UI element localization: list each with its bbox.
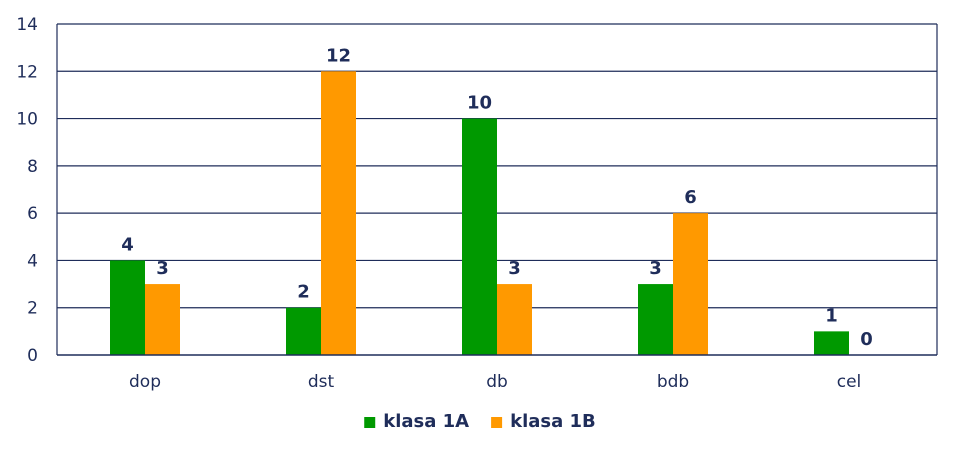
data-label: 2 <box>297 282 310 303</box>
axes <box>56 24 938 356</box>
x-tick-label: bdb <box>657 372 689 392</box>
data-label: 3 <box>156 258 169 279</box>
x-tick-label: cel <box>837 372 862 392</box>
legend-swatch <box>491 417 503 428</box>
x-tick-label: db <box>486 372 508 392</box>
y-tick-label: 2 <box>27 299 38 319</box>
bar <box>673 213 708 355</box>
legend: klasa 1A klasa 1B <box>364 411 596 432</box>
data-label: 10 <box>467 93 492 114</box>
y-tick-labels: 0 2 4 6 8 10 12 14 <box>16 15 38 366</box>
data-label: 0 <box>860 329 873 350</box>
y-tick-label: 14 <box>16 15 38 35</box>
y-tick-label: 0 <box>27 346 38 366</box>
x-tick-label: dop <box>129 372 161 392</box>
bar <box>286 307 321 355</box>
y-tick-label: 10 <box>16 110 38 130</box>
y-tick-label: 4 <box>27 251 38 271</box>
bar <box>462 118 497 355</box>
bar <box>638 284 673 355</box>
data-label: 1 <box>825 305 838 326</box>
x-tick-label: dst <box>308 372 335 392</box>
bars <box>110 71 849 356</box>
legend-label: klasa 1A <box>383 411 469 432</box>
legend-swatch <box>364 417 376 428</box>
y-tick-label: 12 <box>16 62 38 82</box>
bar <box>497 284 532 355</box>
bar <box>110 260 145 355</box>
data-label: 3 <box>649 258 662 279</box>
data-label: 6 <box>684 187 697 208</box>
y-tick-label: 8 <box>27 157 38 177</box>
x-tick-labels: dop dst db bdb cel <box>129 372 861 392</box>
data-label: 3 <box>508 258 521 279</box>
legend-label: klasa 1B <box>510 411 596 432</box>
data-label: 4 <box>121 234 134 255</box>
bar <box>145 284 180 355</box>
bar <box>321 71 356 356</box>
y-tick-label: 6 <box>27 204 38 224</box>
bar <box>814 331 849 355</box>
data-label: 12 <box>326 45 351 66</box>
